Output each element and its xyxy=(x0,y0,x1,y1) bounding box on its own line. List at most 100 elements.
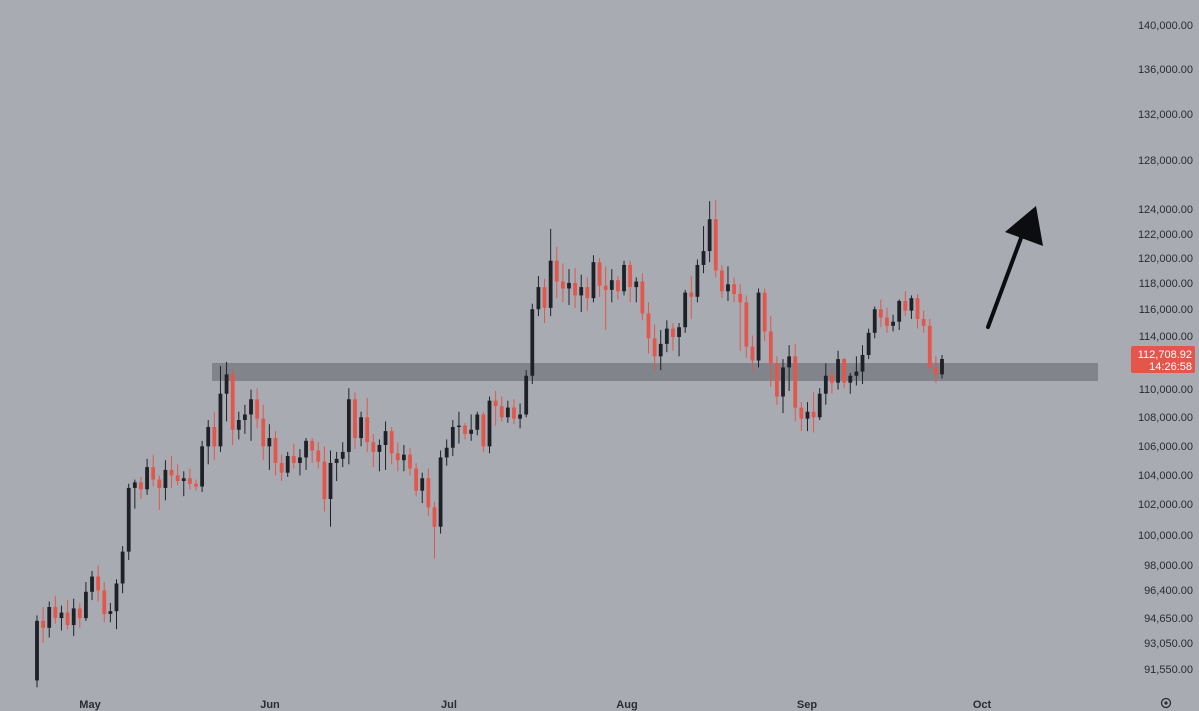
candle-down xyxy=(933,367,938,375)
candle-down xyxy=(194,483,198,487)
candle-down xyxy=(395,453,400,461)
candle-down xyxy=(512,407,516,419)
candle-down xyxy=(744,302,749,347)
candle-down xyxy=(371,442,376,452)
current-price-label: 112,708.92 xyxy=(1138,349,1192,361)
candle-up xyxy=(450,426,455,448)
candle-up xyxy=(126,487,131,552)
candle-down xyxy=(151,467,156,480)
candle-up xyxy=(622,264,626,292)
y-tick-label: 104,000.00 xyxy=(1138,470,1193,482)
candle-up xyxy=(909,298,914,311)
candle-down xyxy=(499,406,504,418)
candle-up xyxy=(536,287,541,310)
candle-up xyxy=(59,612,64,619)
candle-up xyxy=(145,467,149,490)
candle-down xyxy=(573,282,578,296)
candle-up xyxy=(836,359,840,383)
candle-up xyxy=(328,462,333,499)
candle-down xyxy=(279,462,284,473)
candle-up xyxy=(872,309,877,333)
y-tick-label: 116,000.00 xyxy=(1139,304,1193,316)
x-axis: May Jun Jul Aug Sep Oct xyxy=(79,699,991,711)
candle-down xyxy=(750,346,755,361)
candle-down xyxy=(738,294,743,303)
candle-up xyxy=(298,457,302,463)
candle-down xyxy=(139,482,143,490)
candle-down xyxy=(102,590,107,614)
candle-up xyxy=(530,309,535,376)
candle-down xyxy=(585,287,590,299)
x-tick-label: May xyxy=(79,699,101,711)
candle-up xyxy=(47,607,52,628)
candle-down xyxy=(927,325,932,368)
candle-down xyxy=(353,399,357,439)
candle-up xyxy=(285,456,290,473)
candle-up xyxy=(475,414,480,430)
candle-up xyxy=(658,343,663,357)
x-tick-label: Aug xyxy=(616,699,637,711)
y-tick-label: 114,000.00 xyxy=(1139,331,1193,343)
candle-down xyxy=(175,475,180,481)
candle-down xyxy=(775,363,779,397)
candle-down xyxy=(65,612,70,626)
candle-up xyxy=(84,591,88,619)
candle-down xyxy=(842,359,847,383)
candles-group xyxy=(35,199,944,688)
y-tick-label: 124,000.00 xyxy=(1138,204,1193,216)
candle-up xyxy=(90,576,94,592)
candle-down xyxy=(903,300,908,311)
candle-down xyxy=(463,425,467,434)
candle-down xyxy=(646,313,651,339)
candle-down xyxy=(291,456,296,463)
y-tick-label: 108,000.00 xyxy=(1138,412,1193,424)
candle-down xyxy=(811,411,816,418)
candle-down xyxy=(481,414,486,447)
candle-down xyxy=(603,285,608,290)
candle-up xyxy=(334,458,339,463)
candle-up xyxy=(249,399,253,415)
current-price-badge-bg xyxy=(1131,346,1195,373)
candle-down xyxy=(212,426,217,447)
candle-up xyxy=(677,327,681,337)
candle-up xyxy=(524,375,529,415)
candle-up xyxy=(567,282,571,289)
candle-up xyxy=(897,300,902,322)
y-tick-label: 128,000.00 xyxy=(1138,155,1193,167)
candle-down xyxy=(230,374,235,430)
candle-up xyxy=(200,446,204,487)
candle-down xyxy=(652,338,657,357)
candle-down xyxy=(554,260,559,282)
y-tick-label: 102,000.00 xyxy=(1138,499,1193,511)
candle-down xyxy=(432,507,437,527)
candle-down xyxy=(640,281,645,314)
candle-down xyxy=(799,407,804,419)
y-tick-label: 91,550.00 xyxy=(1144,664,1193,676)
candle-down xyxy=(713,219,718,271)
settings-gear-icon[interactable] xyxy=(1160,697,1172,709)
candle-down xyxy=(915,298,920,319)
y-tick-label: 110,000.00 xyxy=(1139,384,1193,396)
candle-up xyxy=(787,356,792,368)
y-tick-label: 118,000.00 xyxy=(1139,278,1193,290)
y-tick-label: 106,000.00 xyxy=(1138,441,1193,453)
candle-down xyxy=(77,608,82,619)
candle-up xyxy=(35,620,39,681)
candle-up xyxy=(108,611,113,614)
candle-down xyxy=(671,328,675,337)
candle-down xyxy=(310,440,315,451)
candle-down xyxy=(732,284,736,295)
candle-up xyxy=(267,438,272,447)
candle-down xyxy=(762,292,767,332)
candle-up xyxy=(401,454,406,461)
candle-up xyxy=(224,374,229,394)
candle-up xyxy=(243,414,247,421)
candle-up xyxy=(609,280,614,290)
candle-up xyxy=(854,371,859,376)
candle-up xyxy=(132,482,137,488)
candle-down xyxy=(316,450,321,462)
candle-up xyxy=(683,292,688,328)
y-tick-label: 132,000.00 xyxy=(1138,109,1193,121)
current-price-badge: 112,708.92 14:26:58 xyxy=(1131,346,1195,373)
